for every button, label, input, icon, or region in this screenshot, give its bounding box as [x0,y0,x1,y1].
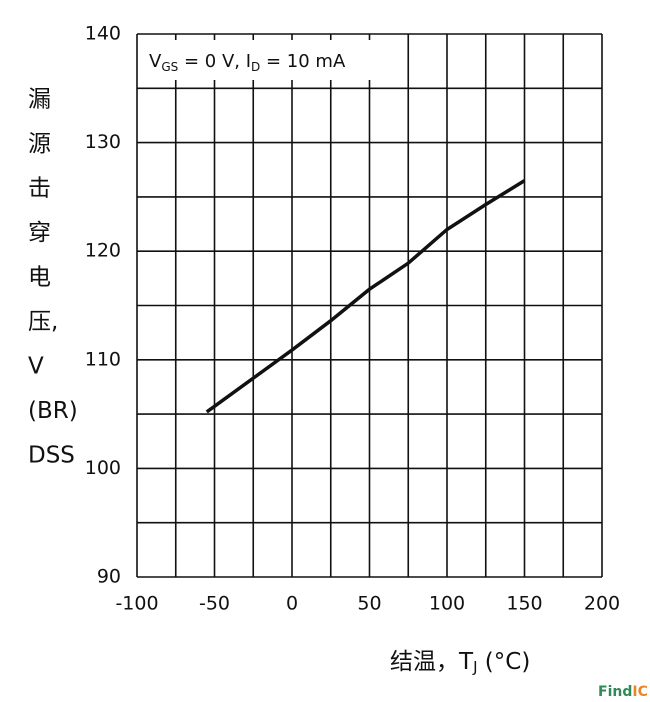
annotation: VGS = 0 V, ID = 10 mA [149,51,346,74]
y-axis-label: 漏 [28,87,51,113]
x-tick-label: -50 [199,593,230,615]
y-axis-label: V [28,354,44,380]
y-tick-label: 110 [85,348,121,370]
y-tick-label: 90 [97,566,121,588]
annotation-text: = 10 mA [260,51,346,72]
annotation-bg [141,40,399,80]
x-axis-label: 结温，TJ (°C) [390,649,530,676]
y-axis-label: 压, [28,309,58,335]
annotation-subscript: D [251,60,260,74]
y-axis-label: 电 [28,265,51,291]
x-tick-label: 200 [584,593,620,615]
annotation-text: = 0 V, I [178,51,251,72]
data-line [205,179,526,414]
x-label-subscript: J [472,658,477,676]
y-axis-label: (BR) [28,398,78,424]
y-axis-label: 源 [28,131,51,157]
y-axis-label: DSS [28,443,75,469]
y-tick-label: 140 [85,23,121,45]
annotation-text: V [149,51,162,72]
x-label-text: (°C) [478,649,531,675]
watermark-text: Find [598,684,632,700]
x-tick-label: -100 [115,593,158,615]
x-tick-label: 100 [429,593,465,615]
y-tick-label: 120 [85,240,121,262]
watermark-text: IC [632,684,647,700]
y-axis-label: 击 [28,176,51,202]
y-tick-label: 100 [85,457,121,479]
y-axis-label: 穿 [28,220,51,246]
x-label-text: 结温，T [390,649,474,675]
watermark: FindIC [598,684,648,700]
annotation-subscript: GS [161,60,178,74]
y-tick-label: 130 [85,131,121,153]
x-tick-label: 150 [506,593,542,615]
x-tick-label: 0 [286,593,298,615]
x-tick-label: 50 [357,593,381,615]
